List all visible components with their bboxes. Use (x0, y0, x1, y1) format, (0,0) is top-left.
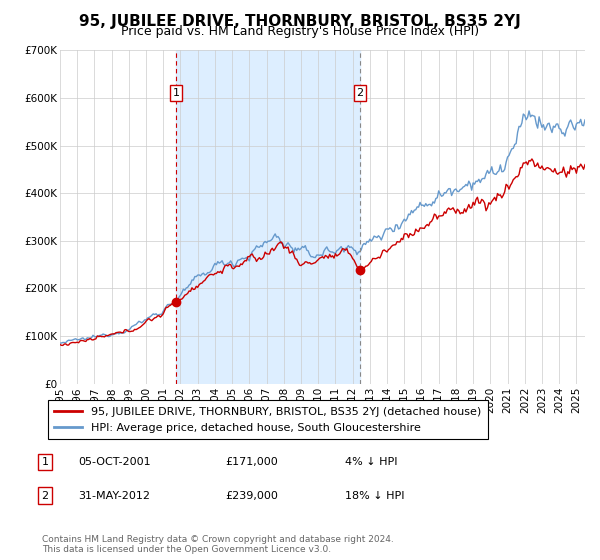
Text: 1: 1 (41, 457, 49, 467)
Text: 31-MAY-2012: 31-MAY-2012 (78, 491, 150, 501)
Text: Price paid vs. HM Land Registry's House Price Index (HPI): Price paid vs. HM Land Registry's House … (121, 25, 479, 38)
Text: 95, JUBILEE DRIVE, THORNBURY, BRISTOL, BS35 2YJ: 95, JUBILEE DRIVE, THORNBURY, BRISTOL, B… (79, 14, 521, 29)
Text: £239,000: £239,000 (225, 491, 278, 501)
Text: 2: 2 (41, 491, 49, 501)
Text: 2: 2 (356, 88, 364, 98)
Text: 05-OCT-2001: 05-OCT-2001 (78, 457, 151, 467)
Text: 18% ↓ HPI: 18% ↓ HPI (345, 491, 404, 501)
Text: £171,000: £171,000 (225, 457, 278, 467)
Text: Contains HM Land Registry data © Crown copyright and database right 2024.
This d: Contains HM Land Registry data © Crown c… (42, 535, 394, 554)
Bar (176, 50, 360, 384)
Legend: 95, JUBILEE DRIVE, THORNBURY, BRISTOL, BS35 2YJ (detached house), HPI: Average p: 95, JUBILEE DRIVE, THORNBURY, BRISTOL, B… (47, 400, 488, 439)
Text: 1: 1 (173, 88, 179, 98)
Text: 4% ↓ HPI: 4% ↓ HPI (345, 457, 398, 467)
